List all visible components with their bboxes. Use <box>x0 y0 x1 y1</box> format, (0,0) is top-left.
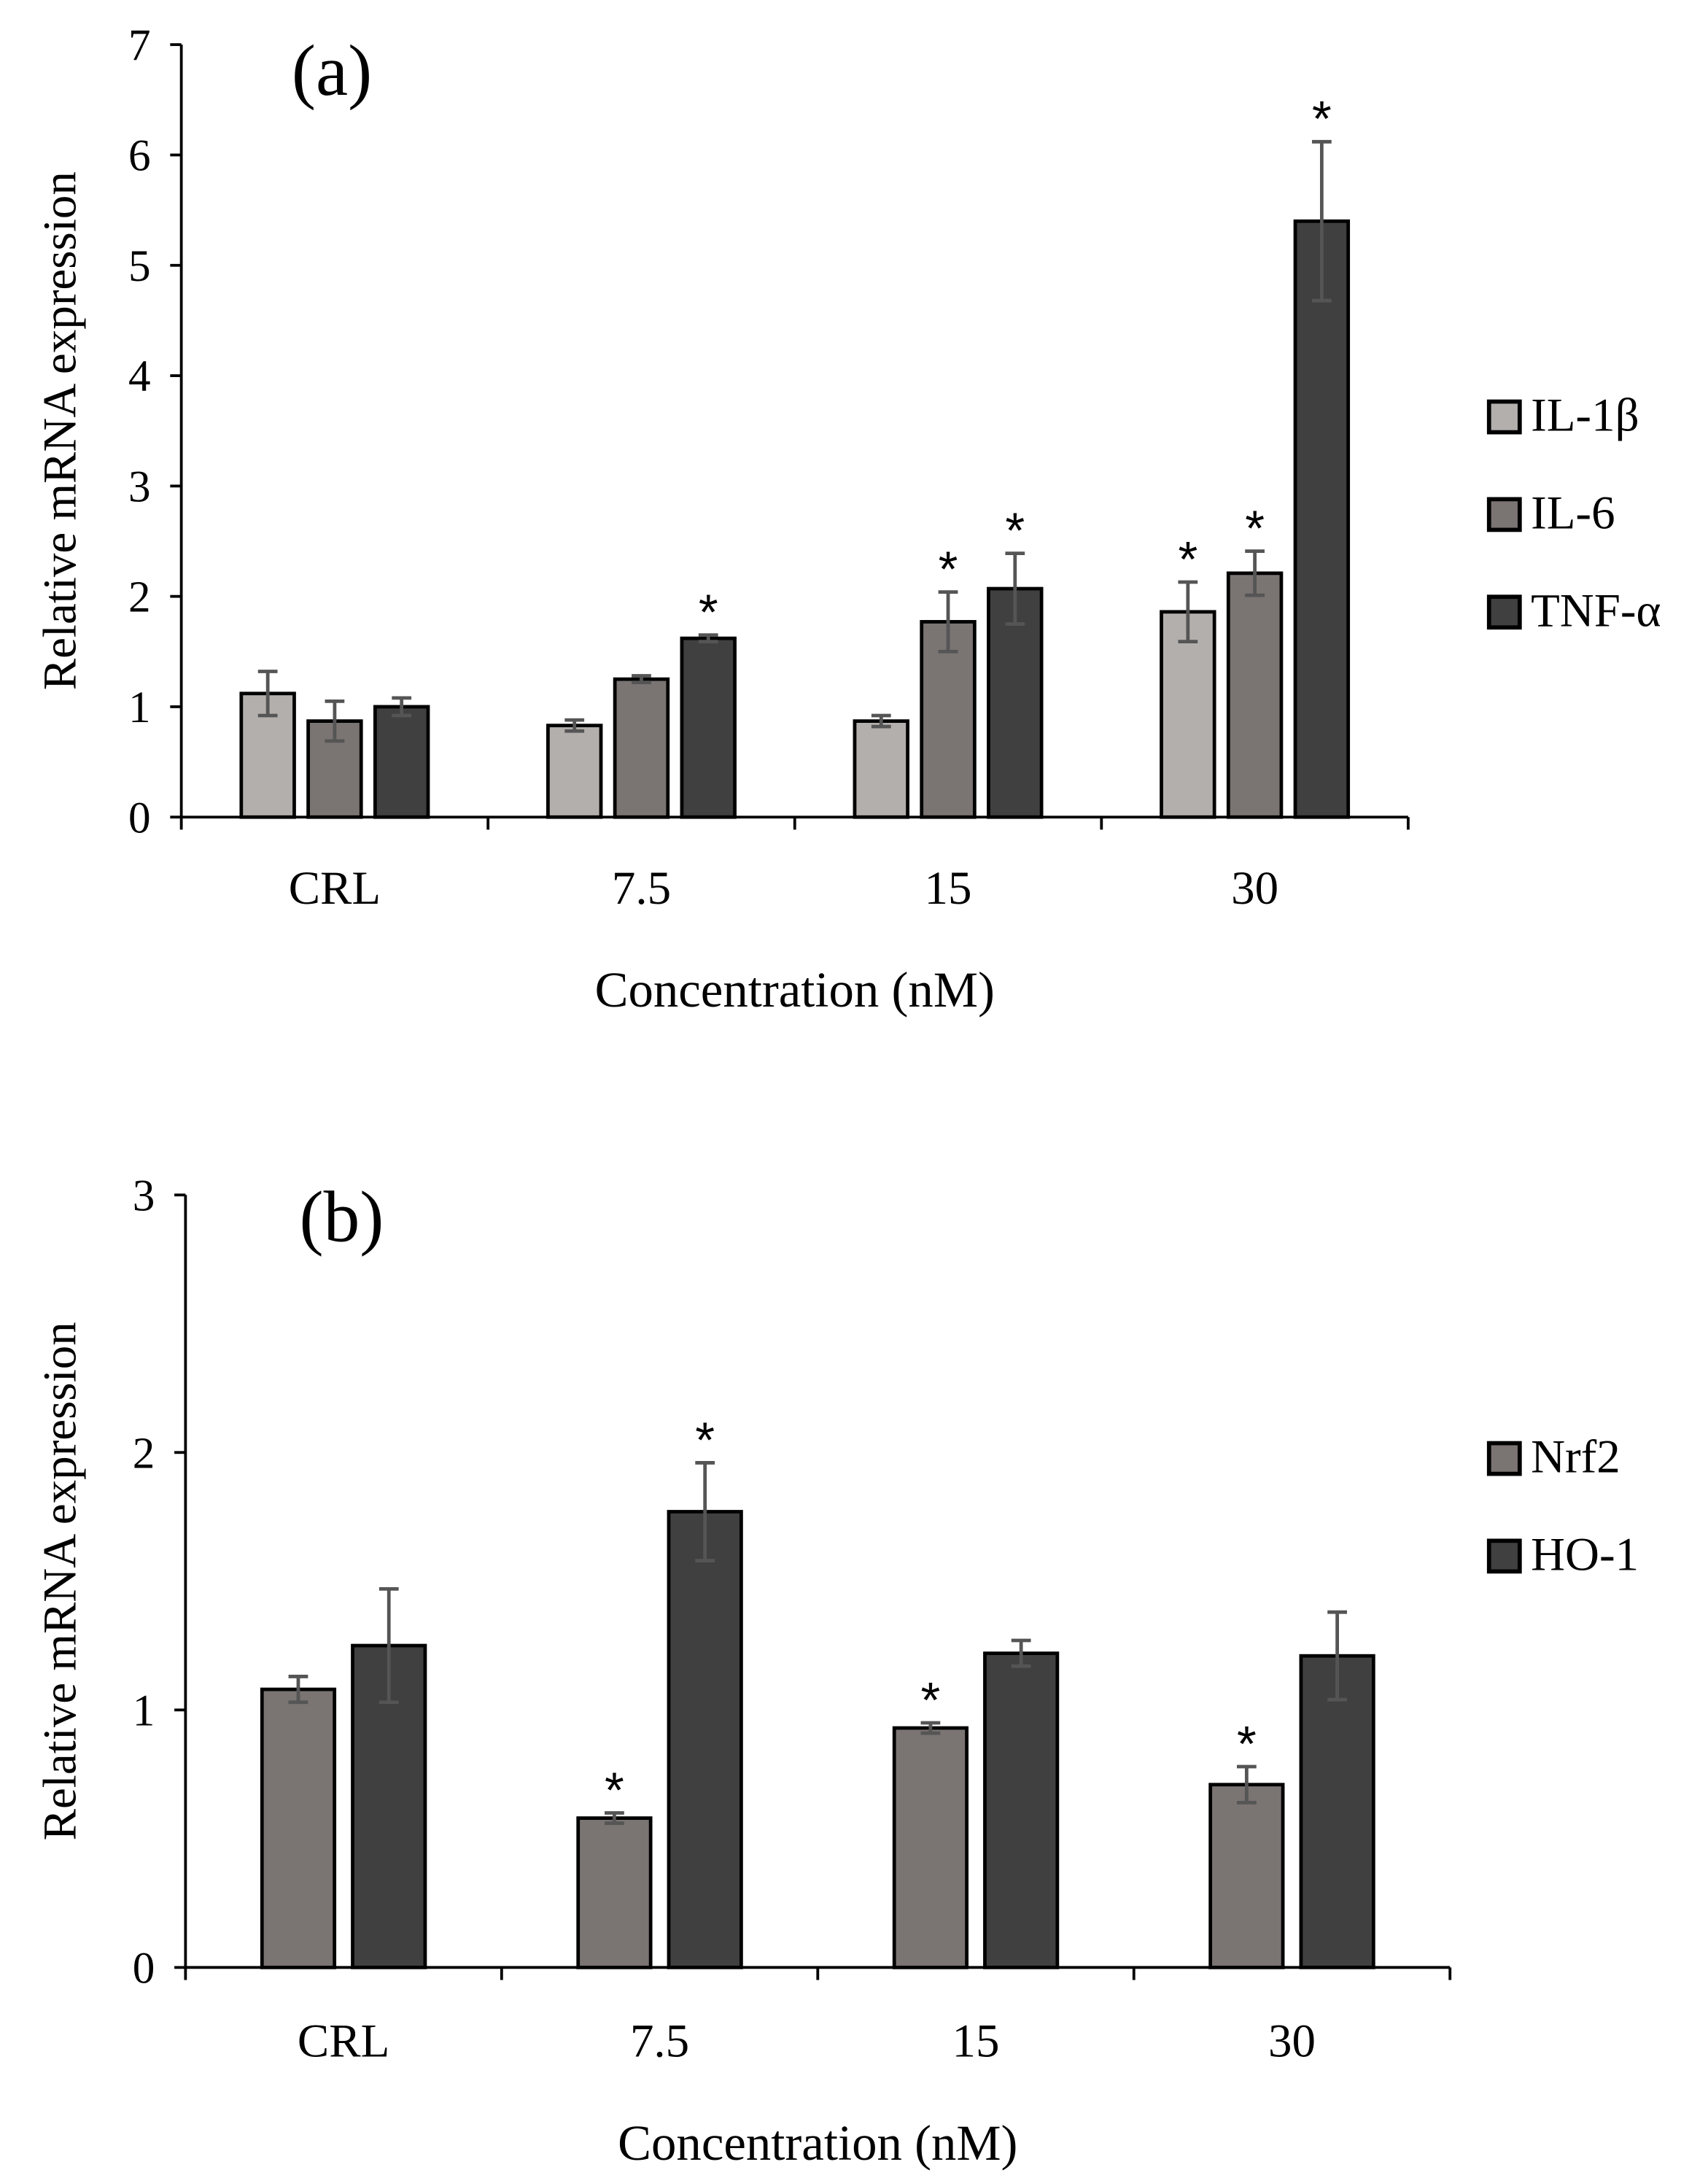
y-axis-label: Relative mRNA expression <box>34 1322 86 1840</box>
bar-Nrf2 <box>260 1687 337 1969</box>
error-bar <box>1011 1638 1031 1668</box>
bar-IL-1β <box>1160 610 1216 819</box>
bar-TNF-α <box>680 636 737 819</box>
legend-swatch <box>1486 1538 1522 1574</box>
error-bar <box>325 699 345 743</box>
bar-HO-1 <box>1299 1654 1375 1969</box>
bar-Nrf2 <box>1208 1783 1285 1969</box>
x-tick-label: CRL <box>298 2015 389 2068</box>
error-bar <box>392 696 412 718</box>
error-bar <box>632 674 651 685</box>
panel-label: (b) <box>300 1176 384 1257</box>
y-tick-label: 3 <box>133 1171 155 1220</box>
significance-marker: * <box>1245 500 1265 557</box>
y-axis-label: Relative mRNA expression <box>34 171 86 690</box>
error-bar <box>257 670 278 718</box>
panel-label: (a) <box>292 30 372 111</box>
legend-label: HO-1 <box>1531 1529 1639 1581</box>
bar-Nrf2 <box>576 1816 653 1969</box>
x-tick-label: CRL <box>289 862 381 915</box>
bar-IL-6 <box>920 620 977 819</box>
bar-TNF-α <box>987 586 1044 819</box>
x-tick-label: 15 <box>952 2015 1000 2068</box>
x-tick-label: 15 <box>925 862 972 915</box>
error-bar <box>1236 1764 1257 1805</box>
significance-marker: * <box>1237 1716 1257 1772</box>
y-tick-label: 0 <box>133 1943 155 1993</box>
significance-marker: * <box>1178 531 1197 587</box>
chart-panel-b: 0 1 2 3 CRL 7.5 15 30 * * * Nrf2 * HO-1 (b) Relative mR… <box>34 1171 1639 2171</box>
y-tick-label: 0 <box>128 793 151 842</box>
significance-marker: * <box>695 1412 715 1468</box>
significance-marker: * <box>1312 91 1332 147</box>
legend-label: TNF-α <box>1531 584 1661 637</box>
y-tick-label: 6 <box>128 131 151 180</box>
bar-TNF-α <box>1293 219 1351 819</box>
error-bar <box>288 1675 308 1705</box>
legend-swatch <box>1486 497 1522 532</box>
error-bar <box>379 1587 399 1705</box>
y-tick-label: 7 <box>128 20 151 70</box>
legend-swatch <box>1486 594 1522 630</box>
y-tick-label: 1 <box>128 683 151 732</box>
y-tick-label: 5 <box>128 241 151 291</box>
y-tick-label: 2 <box>128 573 151 622</box>
error-bar <box>871 713 891 729</box>
bar-HO-1 <box>667 1510 743 1969</box>
bar-HO-1 <box>983 1651 1060 1969</box>
x-tick-label: 30 <box>1231 862 1278 915</box>
y-tick-label: 2 <box>133 1428 155 1478</box>
y-tick-label: 4 <box>128 352 151 401</box>
significance-marker: * <box>699 584 718 640</box>
error-bar <box>1327 1610 1348 1702</box>
legend-swatch <box>1486 399 1522 435</box>
significance-marker: * <box>921 1672 941 1728</box>
bar-TNF-α <box>373 705 430 819</box>
error-bar <box>1311 139 1332 303</box>
bar-IL-1β <box>546 724 603 819</box>
bar-IL-1β <box>853 719 909 819</box>
x-axis-label: Concentration (nM) <box>618 2115 1017 2171</box>
x-tick-label: 7.5 <box>612 862 671 915</box>
legend-label: Nrf2 <box>1531 1431 1620 1484</box>
error-bar <box>920 1721 941 1735</box>
error-bar <box>938 590 958 654</box>
legend-label: IL-1β <box>1531 390 1639 442</box>
bar-IL-6 <box>613 677 670 819</box>
error-bar <box>698 633 718 644</box>
legend-label: IL-6 <box>1531 487 1615 540</box>
bar-Nrf2 <box>892 1726 968 1969</box>
chart-panel-a: 0 1 2 3 4 5 6 7 CRL 7.5 15 30 * IL-1β * * IL-6 * * * TNF-α (a… <box>34 20 1661 1018</box>
x-axis-label: Concentration (nM) <box>595 962 995 1018</box>
significance-marker: * <box>605 1762 624 1818</box>
error-bar <box>564 718 585 733</box>
error-bar <box>1005 551 1025 626</box>
legend-swatch <box>1486 1441 1522 1476</box>
bar-IL-6 <box>1226 571 1284 819</box>
significance-marker: * <box>939 541 958 597</box>
error-bar <box>695 1461 715 1562</box>
error-bar <box>605 1811 624 1826</box>
significance-marker: * <box>1005 503 1025 559</box>
error-bar <box>1178 580 1198 644</box>
y-tick-label: 3 <box>128 462 151 511</box>
error-bar <box>1245 549 1265 597</box>
x-tick-label: 7.5 <box>630 2015 689 2068</box>
y-tick-label: 1 <box>133 1686 155 1735</box>
x-tick-label: 30 <box>1268 2015 1316 2068</box>
